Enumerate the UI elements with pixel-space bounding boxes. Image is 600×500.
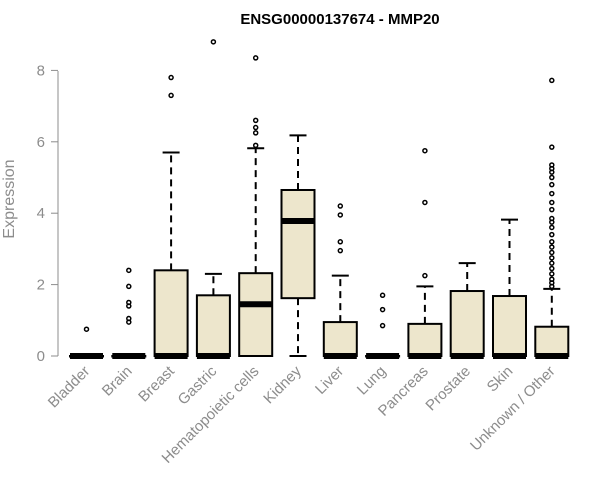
x-category-label: Bladder xyxy=(45,363,94,412)
x-category-label: Breast xyxy=(135,362,178,405)
box-breast xyxy=(153,74,189,359)
outlier-point xyxy=(422,147,428,154)
outlier-point xyxy=(549,215,555,222)
outlier-point xyxy=(422,272,428,279)
outlier-point xyxy=(549,206,555,213)
outlier-point xyxy=(379,292,386,299)
y-axis-label: Expression xyxy=(1,159,18,238)
outlier-point xyxy=(379,322,386,329)
box-prostate xyxy=(449,262,485,359)
iqr-box xyxy=(492,295,527,357)
outlier-point xyxy=(337,212,344,218)
box-skin xyxy=(492,218,527,359)
outlier-point xyxy=(549,224,555,231)
iqr-box xyxy=(280,188,316,300)
outlier-point xyxy=(549,276,555,282)
iqr-box xyxy=(407,322,443,357)
outlier-point xyxy=(379,306,386,313)
x-category-label: Prostate xyxy=(422,363,474,415)
box-pancreas xyxy=(407,147,443,359)
outlier-point xyxy=(549,255,555,261)
outlier-point xyxy=(126,267,132,274)
outlier-point xyxy=(126,315,132,322)
y-axis-ticks: 0 2 4 6 8 xyxy=(37,62,58,365)
outlier-point xyxy=(126,283,132,290)
outlier-point xyxy=(252,55,259,61)
outlier-point xyxy=(549,77,555,84)
outlier-point xyxy=(549,231,555,238)
iqr-box xyxy=(153,269,189,358)
outlier-point xyxy=(549,190,555,197)
outlier-point xyxy=(252,142,259,149)
outlier-point xyxy=(549,239,555,245)
box-series xyxy=(69,39,570,359)
chart-title: ENSG00000137674 - MMP20 xyxy=(240,11,439,28)
outlier-point xyxy=(337,203,344,209)
outlier-point xyxy=(337,239,344,245)
outlier-point xyxy=(549,265,555,272)
outlier-point xyxy=(337,247,344,254)
y-tick-label: 4 xyxy=(37,205,45,222)
iqr-box xyxy=(195,294,231,357)
outlier-point xyxy=(126,299,132,306)
outlier-point xyxy=(549,271,555,277)
y-tick-label: 0 xyxy=(37,348,45,365)
outlier-point xyxy=(549,260,555,266)
iqr-box xyxy=(449,290,485,357)
outlier-point xyxy=(168,92,174,99)
outlier-point xyxy=(549,249,555,256)
x-category-label: Liver xyxy=(312,363,347,398)
y-tick-label: 8 xyxy=(37,62,45,79)
iqr-box xyxy=(238,272,274,357)
x-category-label: Skin xyxy=(484,363,517,396)
box-bladder xyxy=(69,326,104,359)
outlier-point xyxy=(168,74,174,81)
iqr-box xyxy=(534,325,570,358)
y-tick-label: 2 xyxy=(37,277,45,294)
outlier-point xyxy=(422,199,428,206)
x-category-label: Kidney xyxy=(260,362,305,407)
outlier-point xyxy=(549,199,555,206)
box-lung xyxy=(365,292,401,359)
outlier-point xyxy=(252,130,259,136)
outlier-point xyxy=(549,144,555,150)
outlier-point xyxy=(549,181,555,188)
box-liver xyxy=(322,203,358,359)
box-gastric xyxy=(195,39,231,359)
box-brain xyxy=(111,267,147,359)
outlier-point xyxy=(549,244,555,250)
outlier-point xyxy=(549,174,555,181)
outlier-point xyxy=(210,39,217,45)
box-hematopoietic-cells xyxy=(238,55,274,357)
outlier-point xyxy=(252,117,259,124)
box-unknown-other xyxy=(534,77,570,359)
y-tick-label: 6 xyxy=(37,134,45,151)
outlier-point xyxy=(83,326,90,332)
box-kidney xyxy=(280,134,316,357)
x-category-label: Brain xyxy=(99,363,136,400)
outlier-point xyxy=(252,124,259,131)
x-category-label: Lung xyxy=(354,363,390,399)
outlier-point xyxy=(549,162,555,168)
iqr-box xyxy=(322,321,358,357)
